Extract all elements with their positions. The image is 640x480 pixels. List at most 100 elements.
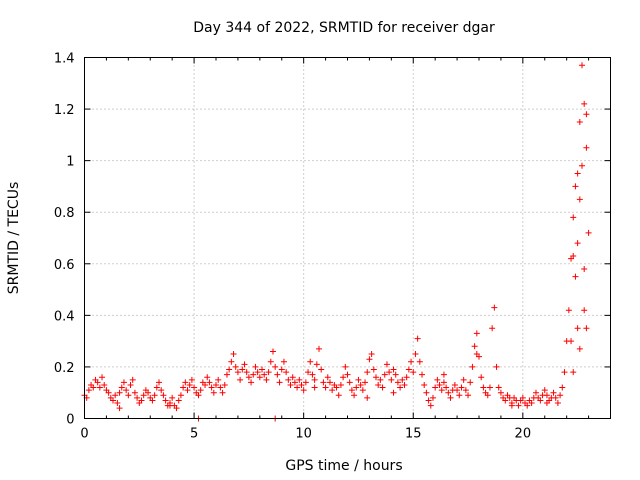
data-point xyxy=(302,379,309,386)
data-point xyxy=(116,389,123,396)
data-point xyxy=(313,361,320,368)
data-point xyxy=(583,325,590,332)
data-point xyxy=(208,384,215,391)
data-point xyxy=(495,384,502,391)
data-point xyxy=(180,384,187,391)
data-point xyxy=(366,356,373,363)
data-point xyxy=(379,384,386,391)
chart-title: Day 344 of 2022, SRMTID for receiver dga… xyxy=(193,20,495,36)
data-point xyxy=(519,394,526,401)
data-point xyxy=(515,402,522,409)
data-point xyxy=(574,240,581,247)
y-tick-label: 0.6 xyxy=(54,258,75,273)
data-point xyxy=(388,376,395,383)
data-point xyxy=(458,384,465,391)
data-point xyxy=(206,379,213,386)
data-point xyxy=(583,144,590,151)
data-point xyxy=(162,397,169,404)
data-point xyxy=(574,325,581,332)
data-point xyxy=(140,392,147,399)
data-point xyxy=(131,389,138,396)
data-point xyxy=(491,304,498,311)
data-point xyxy=(410,369,417,376)
data-point xyxy=(191,384,198,391)
data-point xyxy=(215,376,222,383)
data-point xyxy=(480,384,487,391)
data-point xyxy=(204,374,211,381)
data-point xyxy=(394,379,401,386)
data-point xyxy=(182,379,189,386)
data-point xyxy=(576,118,583,125)
data-point xyxy=(239,366,246,373)
data-point xyxy=(432,384,439,391)
data-point xyxy=(311,376,318,383)
data-point xyxy=(493,363,500,370)
data-point xyxy=(552,394,559,401)
data-point xyxy=(399,376,406,383)
data-point xyxy=(340,374,347,381)
data-point xyxy=(94,379,101,386)
data-point xyxy=(151,392,158,399)
data-point xyxy=(223,371,230,378)
data-point xyxy=(112,392,119,399)
data-point xyxy=(298,381,305,388)
data-point xyxy=(289,374,296,381)
data-point xyxy=(337,381,344,388)
data-point xyxy=(541,387,548,394)
data-point xyxy=(451,381,458,388)
data-point xyxy=(440,371,447,378)
data-point xyxy=(550,389,557,396)
data-point xyxy=(278,366,285,373)
data-point xyxy=(372,374,379,381)
data-point xyxy=(114,400,121,407)
data-point xyxy=(423,389,430,396)
data-point xyxy=(241,361,248,368)
data-point xyxy=(145,389,152,396)
y-tick-label: 0.8 xyxy=(54,206,75,221)
data-point xyxy=(416,358,423,365)
data-point xyxy=(250,371,257,378)
data-point xyxy=(414,335,421,342)
data-point xyxy=(256,374,263,381)
data-point xyxy=(478,374,485,381)
data-point xyxy=(99,374,106,381)
data-point xyxy=(576,196,583,203)
data-point xyxy=(217,384,224,391)
data-point xyxy=(243,369,250,376)
data-point xyxy=(160,392,167,399)
data-point xyxy=(355,376,362,383)
data-point xyxy=(456,392,463,399)
data-point xyxy=(316,345,323,352)
data-point xyxy=(508,402,515,409)
data-point xyxy=(543,400,550,407)
data-point xyxy=(285,376,292,383)
data-point xyxy=(309,371,316,378)
data-point xyxy=(248,379,255,386)
data-point xyxy=(259,366,266,373)
data-point xyxy=(252,363,259,370)
data-point xyxy=(116,405,123,412)
data-point xyxy=(574,170,581,177)
data-point xyxy=(197,387,204,394)
data-point xyxy=(228,358,235,365)
data-point xyxy=(101,381,108,388)
data-point xyxy=(445,389,452,396)
data-point xyxy=(381,371,388,378)
x-tick-label: 20 xyxy=(515,427,532,442)
data-point xyxy=(405,366,412,373)
data-point xyxy=(427,402,434,409)
data-point xyxy=(188,376,195,383)
data-point xyxy=(565,307,572,314)
data-point xyxy=(559,384,566,391)
data-point xyxy=(368,351,375,358)
data-point xyxy=(576,345,583,352)
data-point xyxy=(320,379,327,386)
data-point xyxy=(230,351,237,358)
data-point xyxy=(232,363,239,370)
data-point xyxy=(570,214,577,221)
data-point xyxy=(263,376,270,383)
data-point xyxy=(570,369,577,376)
data-point xyxy=(269,348,276,355)
data-point xyxy=(364,369,371,376)
data-point xyxy=(344,371,351,378)
